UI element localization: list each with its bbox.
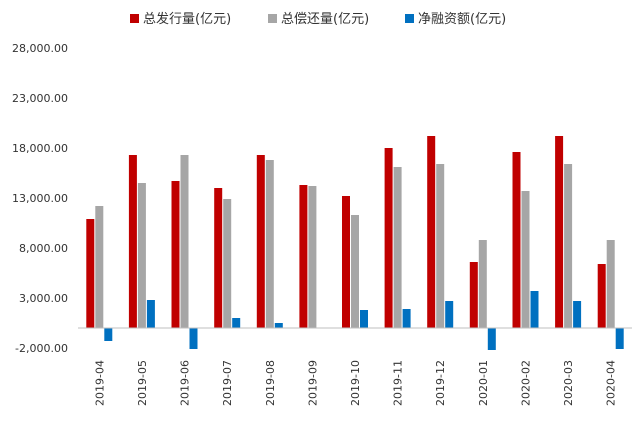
legend-label: 总发行量(亿元) xyxy=(143,11,231,27)
bar xyxy=(180,155,189,328)
legend: 总发行量(亿元) 总偿还量(亿元) 净融资额(亿元) xyxy=(130,11,506,27)
legend-label: 总偿还量(亿元) xyxy=(281,12,369,27)
bar xyxy=(299,185,308,328)
bar xyxy=(564,164,573,328)
x-tick-label: 2019-04 xyxy=(93,360,106,406)
bar xyxy=(232,318,241,328)
legend-swatch xyxy=(268,14,277,23)
x-tick-label: 2019-09 xyxy=(306,360,319,406)
bar xyxy=(597,264,606,328)
x-tick-label: 2019-12 xyxy=(434,360,447,406)
y-tick-label: 13,000.00 xyxy=(12,192,68,205)
legend-swatch xyxy=(405,14,414,23)
bar xyxy=(530,291,539,328)
bar xyxy=(308,186,317,328)
bar xyxy=(445,301,454,328)
legend-label: 净融资额(亿元) xyxy=(418,12,506,27)
bar xyxy=(512,152,521,328)
y-axis: -2,000.00 3,000.00 8,000.00 13,000.00 18,000… xyxy=(12,42,68,355)
bar xyxy=(393,167,402,328)
bar xyxy=(265,160,274,328)
bar xyxy=(427,136,436,328)
bar xyxy=(487,328,496,350)
y-tick-label: 8,000.00 xyxy=(19,242,68,255)
bar xyxy=(146,300,155,328)
bar xyxy=(351,215,359,328)
bar xyxy=(95,206,104,328)
y-tick-label: 23,000.00 xyxy=(12,92,68,105)
x-tick-label: 2019-11 xyxy=(392,360,405,406)
y-tick-label: 3,000.00 xyxy=(19,292,68,305)
bar xyxy=(256,155,265,328)
bars xyxy=(86,136,624,350)
bar xyxy=(402,309,411,328)
bar xyxy=(171,181,180,328)
x-tick-label: 2019-10 xyxy=(349,360,362,406)
y-tick-label: 18,000.00 xyxy=(12,142,68,155)
bar xyxy=(360,310,368,328)
bar xyxy=(469,262,478,328)
bar xyxy=(555,136,564,328)
y-tick-label: -2,000.00 xyxy=(15,342,68,355)
bar xyxy=(128,155,137,328)
bar xyxy=(606,240,615,328)
bar xyxy=(384,148,393,328)
bar xyxy=(478,240,487,328)
x-tick-label: 2019-06 xyxy=(179,360,192,406)
x-tick-label: 2019-05 xyxy=(136,360,149,406)
bar xyxy=(274,323,283,328)
x-tick-label: 2020-03 xyxy=(562,360,575,406)
y-tick-label: 28,000.00 xyxy=(12,42,68,55)
bar xyxy=(573,301,582,328)
x-tick-label: 2019-08 xyxy=(264,360,277,406)
bar xyxy=(214,188,223,328)
bar xyxy=(436,164,445,328)
x-tick-label: 2020-02 xyxy=(520,360,533,406)
x-axis: 2019-04 2019-05 2019-06 2019-07 2019-08 2019-… xyxy=(78,327,632,406)
bar xyxy=(615,328,624,349)
bar xyxy=(104,328,113,341)
bar xyxy=(189,328,198,349)
bar xyxy=(223,199,232,328)
bar xyxy=(137,183,146,328)
bar xyxy=(521,191,530,328)
bar xyxy=(342,196,350,328)
x-tick-label: 2019-07 xyxy=(221,360,234,406)
x-tick-label: 2020-04 xyxy=(605,360,618,406)
bar xyxy=(86,219,95,328)
x-tick-label: 2020-01 xyxy=(477,360,490,406)
legend-swatch xyxy=(130,14,139,23)
